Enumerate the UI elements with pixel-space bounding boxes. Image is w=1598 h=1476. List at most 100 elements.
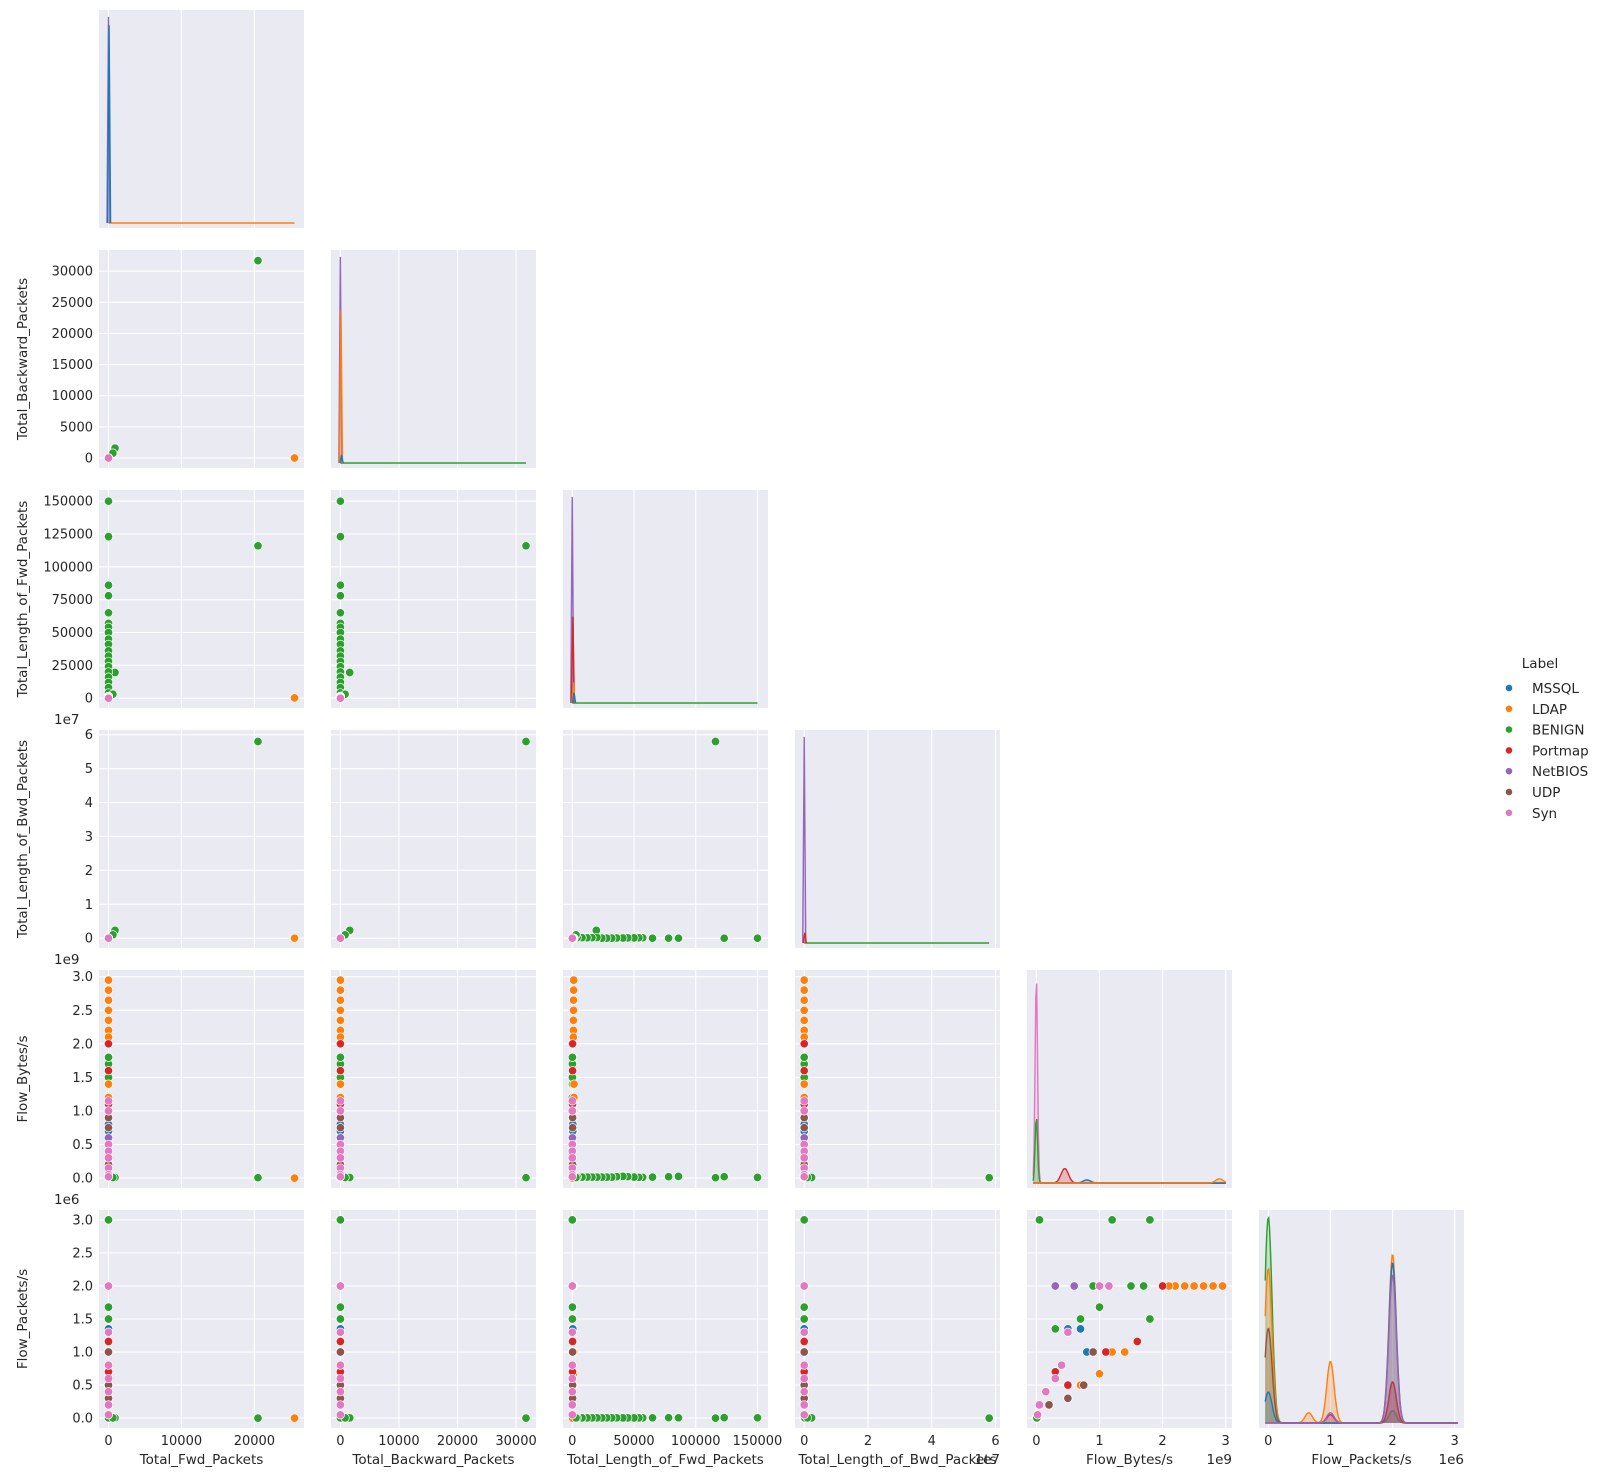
panel-background — [99, 250, 304, 468]
scatter-point-LDAP — [799, 1079, 809, 1089]
scatter-point-Syn — [335, 1400, 345, 1410]
scatter-point-Syn — [567, 933, 577, 943]
y-tick-label: 15000 — [52, 358, 93, 373]
panel-background — [99, 970, 304, 1188]
scatter-Total_Length_of_Bwd_Packets-vs-Total_Length_of_Fwd_Packets — [567, 736, 763, 943]
x-axis-label: Total_Fwd_Packets — [139, 1452, 264, 1468]
panel-background — [1259, 1210, 1464, 1428]
scatter-point-Portmap — [1158, 1281, 1168, 1291]
kde-line-LDAP — [1033, 1178, 1227, 1184]
scatter-point-LDAP — [569, 985, 579, 995]
y-axis-label: Total_Length_of_Fwd_Packets — [15, 501, 31, 699]
scatter-point-BENIGN — [799, 1314, 809, 1324]
scatter-point-Syn — [335, 1410, 345, 1420]
y-tick-label: 20000 — [52, 327, 93, 342]
kde-line-NetBIOS — [1265, 1274, 1458, 1424]
x-tick-label: 0 — [1264, 1434, 1272, 1449]
scatter-point-Syn — [103, 933, 114, 943]
scatter-point-Syn — [1104, 1281, 1114, 1291]
scatter-point-LDAP — [103, 1079, 114, 1089]
scatter-point-LDAP — [799, 1005, 809, 1015]
y-tick-label: 0.0 — [72, 1172, 93, 1187]
x-tick-label: 150000 — [733, 1434, 783, 1449]
scatter-point-Syn — [567, 1172, 577, 1182]
scatter-point-Portmap — [335, 1039, 345, 1049]
legend-marker-LDAP — [1505, 704, 1513, 713]
y-tick-label: 1.5 — [72, 1071, 93, 1086]
legend-label-BENIGN: BENIGN — [1532, 723, 1584, 739]
panel-background — [331, 250, 536, 468]
scatter-point-Syn — [335, 1106, 345, 1116]
panel-Flow_Packets/s-vs-Total_Length_of_Bwd_Packets — [795, 1210, 1000, 1428]
scatter-point-LDAP — [1199, 1281, 1209, 1291]
scatter-point-BENIGN — [253, 256, 263, 266]
scatter-point-Portmap — [103, 1336, 114, 1347]
scatter-point-BENIGN — [521, 1413, 531, 1423]
legend-label-LDAP: LDAP — [1532, 702, 1567, 718]
scatter-point-BENIGN — [103, 591, 114, 601]
scatter-point-UDP — [335, 1347, 345, 1357]
y-tick-label: 75000 — [52, 593, 93, 608]
kde-Total_Length_of_Bwd_Packets — [802, 736, 990, 944]
kde-spike-MSSQL — [571, 692, 577, 704]
scatter-point-BENIGN — [335, 1052, 345, 1062]
scatter-point-Syn — [567, 1400, 577, 1410]
scatter-point-LDAP — [103, 1005, 114, 1015]
y-axis-Total_Length_of_Fwd_Packets: 0 25000 50000 75000 100000 125000 150000 Total_… — [15, 495, 93, 707]
y-axis-Flow_Packets/s: 0.0 0.5 1.0 1.5 2.0 2.5 3.0 Flow_Packets/s 1e6 — [15, 1192, 93, 1427]
scatter-point-UDP — [1063, 1393, 1073, 1403]
scatter-point-Syn — [335, 1096, 345, 1106]
scatter-point-LDAP — [1094, 1369, 1105, 1379]
scatter-point-BENIGN — [253, 1173, 263, 1183]
scatter-point-Syn — [1057, 1360, 1067, 1370]
x-tick-label: 2 — [1158, 1434, 1166, 1449]
scatter-point-Syn — [1050, 1373, 1060, 1384]
scatter-point-Syn — [103, 1373, 114, 1384]
scatter-point-UDP — [1088, 1347, 1098, 1357]
panel-Total_Length_of_Bwd_Packets-vs-Total_Length_of_Bwd_Packets — [795, 730, 1000, 948]
scatter-point-BENIGN — [1094, 1302, 1105, 1312]
x-axis-label: Total_Length_of_Fwd_Packets — [566, 1452, 764, 1468]
panel-Total_Length_of_Bwd_Packets-vs-Total_Fwd_Packets — [99, 730, 304, 948]
scatter-point-BENIGN — [710, 1413, 721, 1423]
scatter-point-BENIGN — [984, 1413, 994, 1423]
y-axis-Flow_Bytes/s: 0.0 0.5 1.0 1.5 2.0 2.5 3.0 Flow_Bytes/s 1e9 — [15, 952, 93, 1187]
scatter-point-Syn — [103, 1387, 114, 1397]
scatter-point-BENIGN — [567, 1314, 577, 1324]
scatter-point-LDAP — [335, 1005, 345, 1015]
scatter-point-Portmap — [335, 1336, 345, 1347]
panel-background — [331, 490, 536, 708]
y-tick-label: 150000 — [43, 495, 93, 510]
scatter-Total_Backward_Packets-vs-Total_Fwd_Packets — [103, 256, 300, 463]
scatter-point-LDAP — [103, 1015, 114, 1025]
scatter-point-BENIGN — [1075, 1314, 1086, 1324]
scatter-point-BENIGN — [335, 591, 345, 601]
scatter-point-LDAP — [335, 1015, 345, 1025]
scatter-Total_Length_of_Bwd_Packets-vs-Total_Backward_Packets — [335, 736, 531, 943]
scatter-point-Syn — [567, 1281, 577, 1291]
scatter-point-BENIGN — [103, 580, 114, 590]
scatter-point-Portmap — [103, 1066, 114, 1076]
scatter-point-LDAP — [568, 1005, 579, 1015]
scatter-point-LDAP — [289, 1173, 300, 1183]
panel-Total_Backward_Packets-vs-Total_Backward_Packets — [331, 250, 536, 468]
x-axis-Total_Length_of_Fwd_Packets: 0 50000 100000 150000 Total_Length_of_Fwd_Pa… — [566, 1434, 782, 1468]
scatter-point-BENIGN — [1126, 1281, 1136, 1291]
x-offset-label: 1e6 — [1439, 1452, 1464, 1468]
scatter-point-LDAP — [1208, 1281, 1218, 1291]
panel-background — [563, 730, 768, 948]
x-offset-label: 1e9 — [1207, 1452, 1232, 1468]
scatter-point-BENIGN — [103, 1052, 114, 1062]
y-tick-label: 3.0 — [72, 1213, 93, 1228]
y-tick-label: 0 — [85, 692, 93, 707]
panel-background — [1027, 970, 1232, 1188]
scatter-point-BENIGN — [719, 933, 729, 943]
scatter-Total_Length_of_Bwd_Packets-vs-Total_Fwd_Packets — [103, 736, 300, 943]
x-tick-label: 10000 — [161, 1434, 202, 1449]
panel-background — [331, 970, 536, 1188]
scatter-Total_Length_of_Fwd_Packets-vs-Total_Fwd_Packets — [103, 496, 300, 703]
y-tick-label: 30000 — [52, 265, 93, 280]
kde-spike-MSSQL — [339, 454, 344, 464]
x-axis-Total_Backward_Packets: 0 10000 20000 30000 Total_Backward_Packets — [336, 1434, 537, 1468]
